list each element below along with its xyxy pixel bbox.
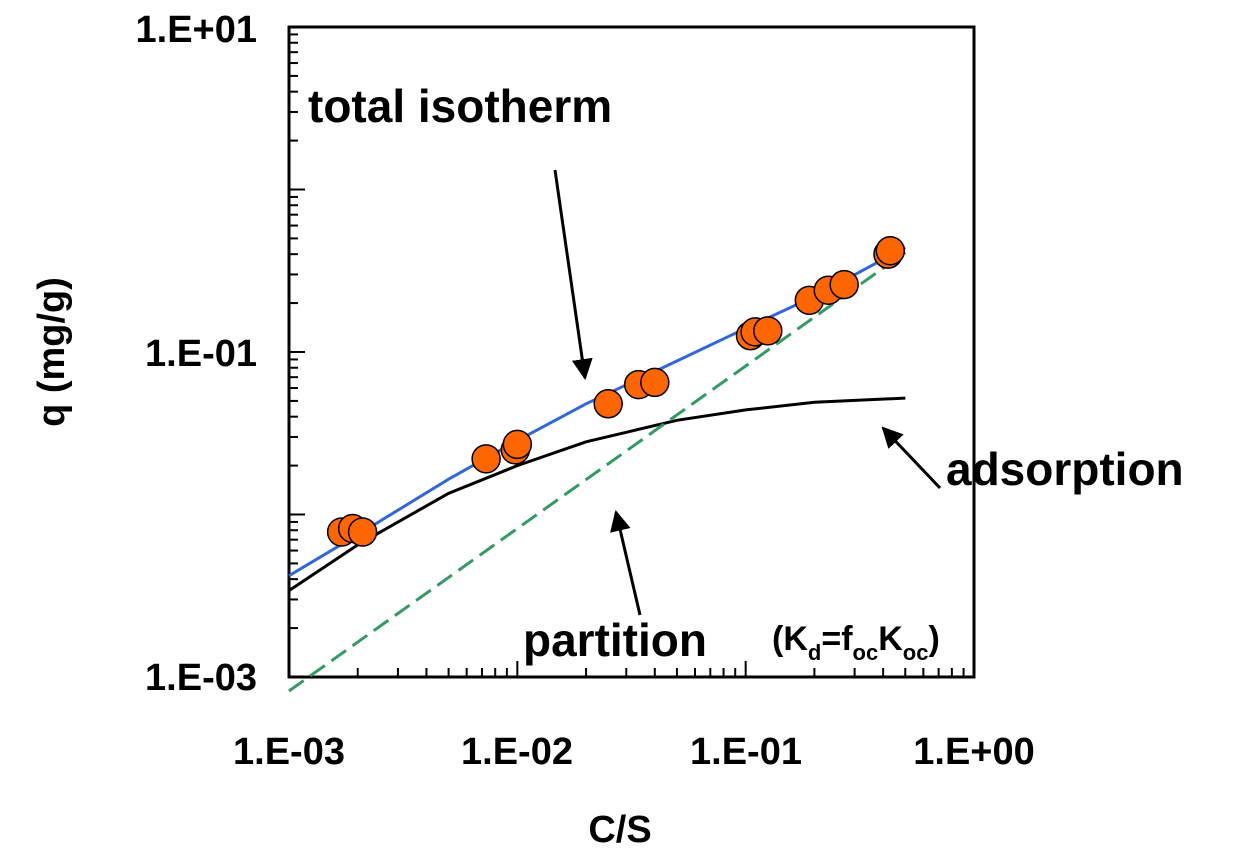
series-line-adsorption-line <box>288 396 906 592</box>
x-tick-label: 1.E-03 <box>233 731 345 773</box>
data-point <box>593 389 623 419</box>
y-tick-label: 1.E-01 <box>145 333 257 375</box>
data-point <box>471 444 501 474</box>
annotation-total-isotherm: total isotherm <box>308 80 612 132</box>
arrow-total-isotherm <box>553 169 593 381</box>
y-tick-labels: 1.E-03 1.E-01 1.E+01 <box>136 9 258 699</box>
series-line-partition-line <box>288 251 907 693</box>
y-axis-title: q (mg/g) <box>31 277 73 427</box>
arrow-adsorption <box>881 426 942 490</box>
data-point <box>875 235 906 266</box>
y-tick-label: 1.E+01 <box>136 9 258 51</box>
data-point <box>640 367 670 398</box>
x-tick-labels: 1.E-03 1.E-02 1.E-01 1.E+00 <box>233 731 1035 773</box>
x-tick-label: 1.E-02 <box>461 731 573 773</box>
minor-ticks <box>289 33 965 677</box>
x-tick-label: 1.E+00 <box>913 731 1035 773</box>
data-point <box>829 269 859 300</box>
annotations: total isotherm adsorption partition (Kd=… <box>308 80 1184 666</box>
series-lines <box>288 246 907 693</box>
data-point <box>753 316 783 346</box>
data-point <box>347 517 378 547</box>
arrow-partition <box>610 509 642 616</box>
series-line-total-isotherm-line <box>288 246 907 577</box>
x-axis-title: C/S <box>588 809 651 851</box>
data-point <box>502 429 533 460</box>
major-ticks <box>288 26 975 678</box>
annotation-partition: partition <box>523 614 707 666</box>
x-tick-label: 1.E-01 <box>690 731 802 773</box>
annotation-adsorption: adsorption <box>946 443 1184 495</box>
annotation-kd-formula: (Kd=focKoc) <box>772 620 940 665</box>
series-points <box>326 235 906 547</box>
y-tick-label: 1.E-03 <box>145 657 257 699</box>
